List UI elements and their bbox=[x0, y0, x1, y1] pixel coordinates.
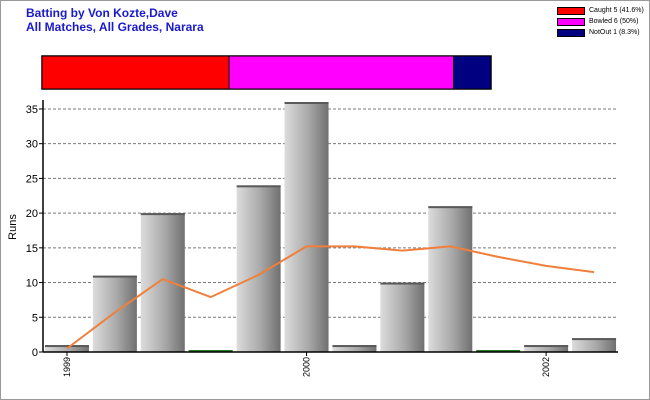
y-tick-label: 0 bbox=[32, 347, 38, 359]
bar-body bbox=[332, 345, 377, 352]
bar-body bbox=[236, 185, 281, 352]
legend-item-bowled: Bowled 6 (50%) bbox=[557, 16, 644, 27]
legend-label-bowled: Bowled 6 (50%) bbox=[589, 18, 639, 25]
x-tick-label: 2002 bbox=[541, 357, 551, 377]
bar-top bbox=[428, 206, 473, 209]
dismissal-segment-notout bbox=[453, 55, 492, 90]
bar-top bbox=[236, 185, 281, 188]
bar-top bbox=[524, 345, 569, 348]
bar-top bbox=[572, 338, 617, 341]
bar-top bbox=[284, 102, 329, 104]
bar-body bbox=[44, 345, 89, 352]
bar bbox=[284, 102, 329, 352]
bar-top bbox=[332, 345, 377, 348]
bars bbox=[44, 102, 617, 352]
bar bbox=[476, 350, 521, 352]
bar bbox=[140, 213, 185, 352]
legend-swatch-notout bbox=[557, 28, 585, 37]
dismissal-bar bbox=[41, 55, 492, 90]
bar bbox=[380, 282, 425, 352]
y-tick-label: 10 bbox=[26, 278, 38, 290]
bar bbox=[92, 275, 137, 352]
bar bbox=[188, 350, 233, 352]
y-tick-label: 5 bbox=[32, 312, 38, 324]
legend-item-caught: Caught 5 (41.6%) bbox=[557, 5, 644, 16]
bar-body bbox=[572, 338, 617, 352]
grid bbox=[43, 108, 618, 318]
dismissal-segment-caught bbox=[41, 55, 230, 90]
bar bbox=[428, 206, 473, 352]
legend-swatch-caught bbox=[557, 6, 585, 15]
bar-body bbox=[92, 275, 137, 352]
axes: 0 5 10 15 20 25 30 35 1999 2000 2002 Runs bbox=[7, 100, 618, 377]
bar bbox=[572, 338, 617, 352]
x-tick-label: 1999 bbox=[62, 357, 72, 377]
legend-label-caught: Caught 5 (41.6%) bbox=[589, 7, 644, 14]
bar bbox=[332, 345, 377, 352]
bar-top bbox=[380, 282, 425, 285]
legend-swatch-bowled bbox=[557, 17, 585, 26]
bar bbox=[44, 345, 89, 352]
legend: Caught 5 (41.6%) Bowled 6 (50%) NotOut 1… bbox=[557, 5, 644, 38]
chart-title: Batting by Von Kozte,Dave bbox=[26, 6, 178, 20]
y-tick-label: 25 bbox=[26, 173, 38, 185]
y-tick-label: 35 bbox=[26, 104, 38, 116]
chart-subtitle: All Matches, All Grades, Narara bbox=[26, 20, 204, 34]
average-line bbox=[66, 245, 595, 350]
y-tick-label: 15 bbox=[26, 243, 38, 255]
bar-body bbox=[380, 282, 425, 352]
bar-top bbox=[44, 345, 89, 348]
legend-item-notout: NotOut 1 (8.3%) bbox=[557, 27, 644, 38]
dismissal-segment-bowled bbox=[228, 55, 455, 90]
average-line-path bbox=[66, 245, 595, 350]
bar-body bbox=[284, 102, 329, 352]
bar-top bbox=[140, 213, 185, 216]
y-tick-label: 30 bbox=[26, 139, 38, 151]
bar-body bbox=[140, 213, 185, 352]
y-tick-label: 20 bbox=[26, 208, 38, 220]
bar bbox=[236, 185, 281, 352]
bar bbox=[524, 345, 569, 352]
bar-top bbox=[92, 275, 137, 278]
legend-label-notout: NotOut 1 (8.3%) bbox=[589, 29, 640, 36]
y-axis-label: Runs bbox=[7, 214, 19, 240]
x-tick-label: 2000 bbox=[302, 357, 312, 377]
bar-body bbox=[524, 345, 569, 352]
bar-body bbox=[428, 206, 473, 352]
